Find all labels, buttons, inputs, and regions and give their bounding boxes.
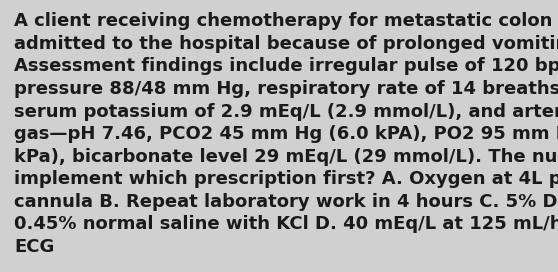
Text: admitted to the hospital because of prolonged vomiting.: admitted to the hospital because of prol… <box>14 35 558 53</box>
Text: A client receiving chemotherapy for metastatic colon cancer is: A client receiving chemotherapy for meta… <box>14 12 558 30</box>
Text: pressure 88/48 mm Hg, respiratory rate of 14 breaths/min,: pressure 88/48 mm Hg, respiratory rate o… <box>14 80 558 98</box>
Text: serum potassium of 2.9 mEq/L (2.9 mmol/L), and arterial blood: serum potassium of 2.9 mEq/L (2.9 mmol/L… <box>14 103 558 120</box>
Text: gas—pH 7.46, PCO2 45 mm Hg (6.0 kPA), PO2 95 mm Hg (12.6: gas—pH 7.46, PCO2 45 mm Hg (6.0 kPA), PO… <box>14 125 558 143</box>
Text: 0.45% normal saline with KCl D. 40 mEq/L at 125 mL/h 12-lead: 0.45% normal saline with KCl D. 40 mEq/L… <box>14 215 558 233</box>
Text: Assessment findings include irregular pulse of 120 bpm, blood: Assessment findings include irregular pu… <box>14 57 558 75</box>
Text: kPa), bicarbonate level 29 mEq/L (29 mmol/L). The nurse should: kPa), bicarbonate level 29 mEq/L (29 mmo… <box>14 148 558 166</box>
Text: cannula B. Repeat laboratory work in 4 hours C. 5% Dextrose in: cannula B. Repeat laboratory work in 4 h… <box>14 193 558 211</box>
Text: implement which prescription first? A. Oxygen at 4L per nasal: implement which prescription first? A. O… <box>14 170 558 188</box>
Text: ECG: ECG <box>14 238 54 256</box>
